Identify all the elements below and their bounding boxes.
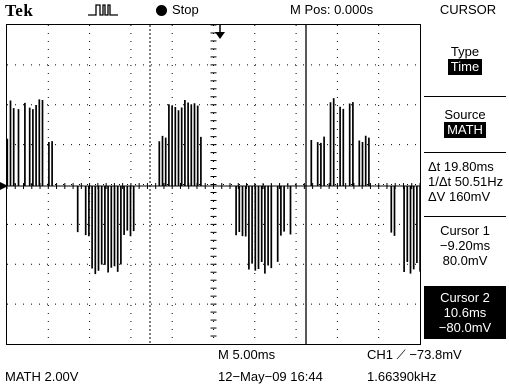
source-menu-button[interactable]: Source MATH bbox=[424, 96, 506, 138]
type-value: Time bbox=[448, 59, 482, 75]
waveform-graticule bbox=[7, 25, 420, 344]
cursor1-menu-button[interactable]: Cursor 1 −9.20ms 80.0mV bbox=[424, 216, 506, 268]
run-stop-indicator-icon bbox=[156, 5, 167, 16]
math-scale-readout: MATH 2.00V bbox=[5, 369, 78, 384]
frequency-readout: 1.66390kHz bbox=[367, 369, 436, 384]
cursor-side-menu: Type Time Source MATH Δt 19.80ms 1/Δt 50… bbox=[424, 24, 506, 345]
cursor1-time: −9.20ms bbox=[424, 238, 506, 253]
datetime-readout: 12−May−09 16:44 bbox=[218, 369, 323, 384]
waveform-display[interactable] bbox=[6, 24, 421, 345]
source-label: Source bbox=[424, 107, 506, 122]
type-menu-button[interactable]: Type Time bbox=[424, 44, 506, 75]
menu-title: CURSOR bbox=[430, 2, 506, 17]
top-status-bar: Tek Stop M Pos: 0.000s CURSOR bbox=[0, 0, 509, 22]
delta-readout: Δt 19.80ms 1/Δt 50.51Hz ΔV 160mV bbox=[424, 152, 506, 204]
delta-t-readout: Δt 19.80ms bbox=[428, 159, 506, 174]
acquire-pulse-icon bbox=[88, 3, 118, 17]
timebase-readout: M 5.00ms bbox=[218, 347, 275, 362]
inverse-delta-t-readout: 1/Δt 50.51Hz bbox=[428, 174, 506, 189]
delta-v-readout: ΔV 160mV bbox=[428, 189, 506, 204]
source-value: MATH bbox=[444, 122, 486, 138]
run-state-label: Stop bbox=[172, 2, 199, 17]
horizontal-position-readout: M Pos: 0.000s bbox=[290, 2, 373, 17]
cursor1-label: Cursor 1 bbox=[424, 223, 506, 238]
trigger-readout: CH1 ⟋ −73.8mV bbox=[367, 347, 462, 363]
cursor2-volt: −80.0mV bbox=[424, 320, 506, 335]
type-label: Type bbox=[424, 44, 506, 59]
brand-logo: Tek bbox=[5, 1, 33, 21]
cursor2-time: 10.6ms bbox=[424, 305, 506, 320]
cursor2-label: Cursor 2 bbox=[424, 290, 506, 305]
cursor1-volt: 80.0mV bbox=[424, 253, 506, 268]
cursor2-menu-button[interactable]: Cursor 2 10.6ms −80.0mV bbox=[424, 286, 506, 339]
waveform-trace bbox=[7, 99, 420, 274]
